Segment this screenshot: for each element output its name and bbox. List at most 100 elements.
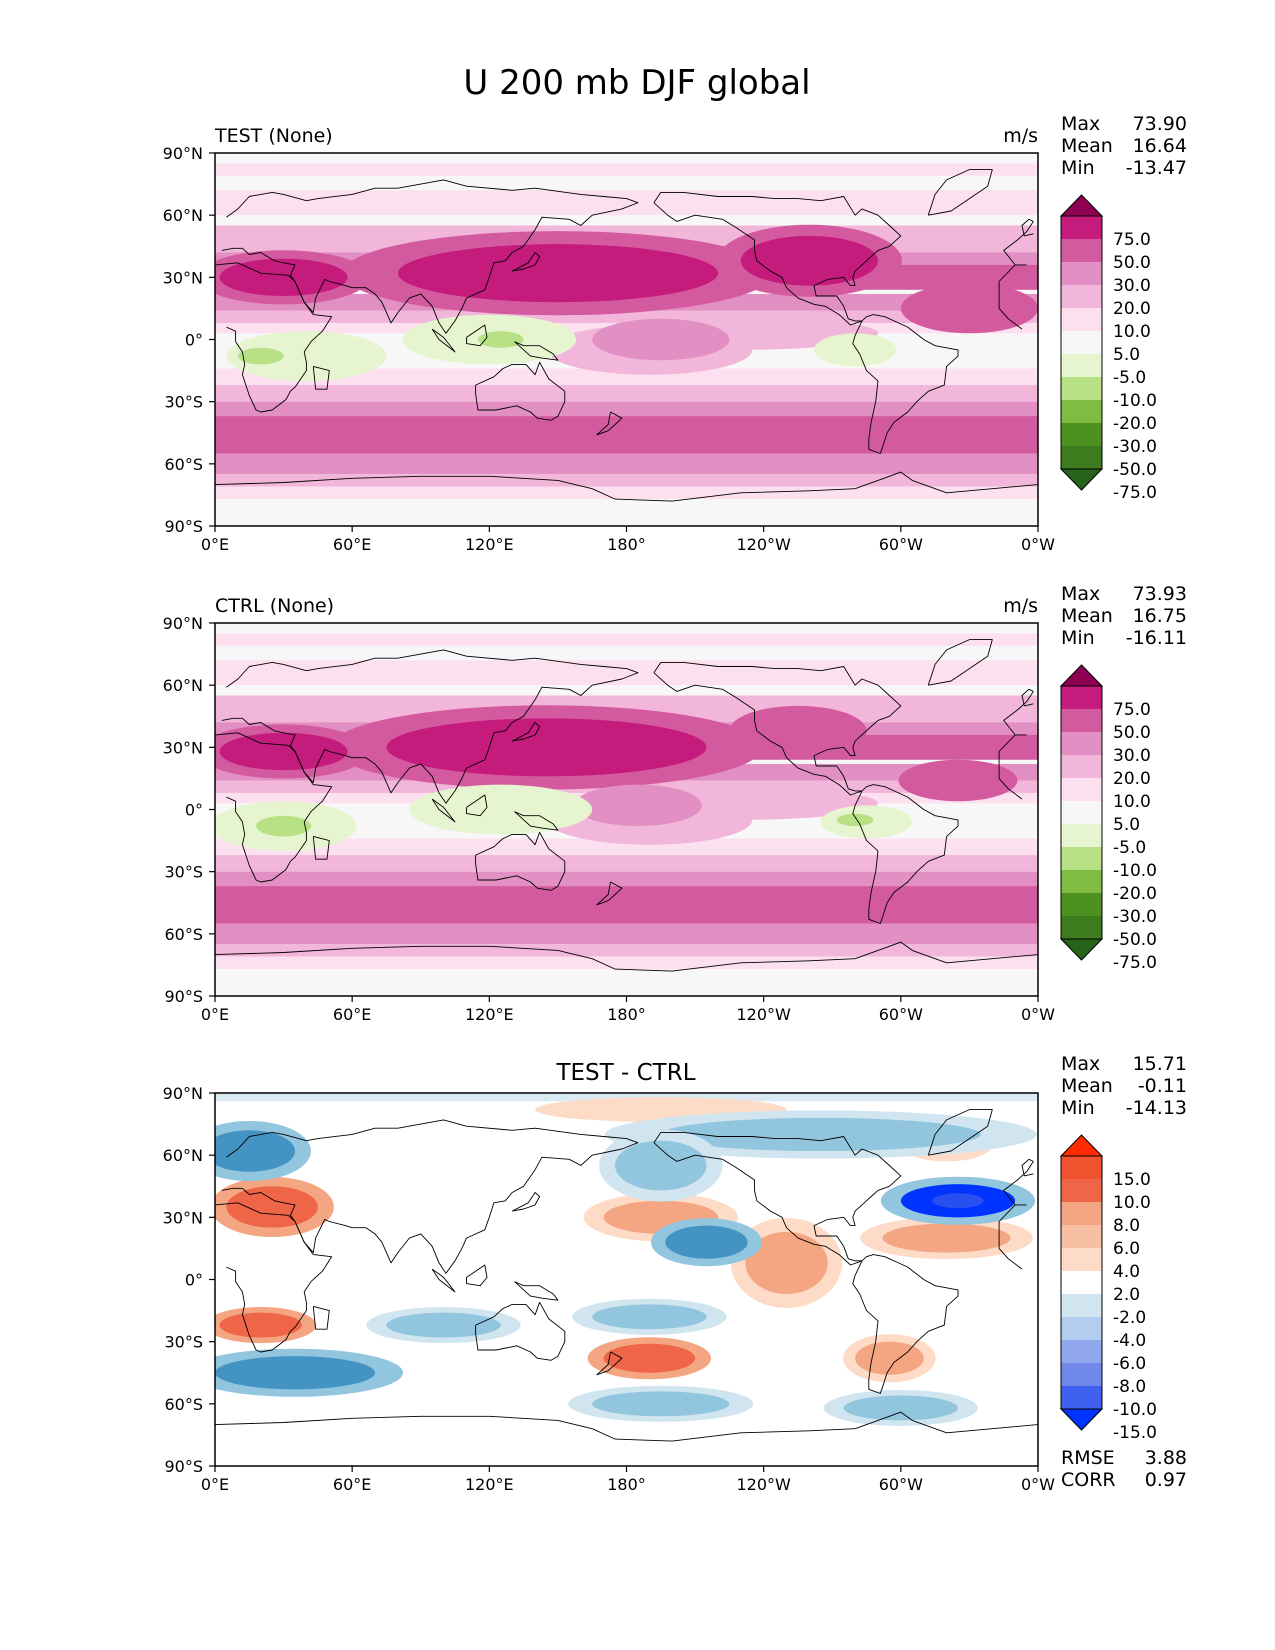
diff-panel: TEST - CTRL 0°E 60°E 120°E 180° 120°W 60°W 0°W… <box>163 1053 1187 1494</box>
diff-colorbar: 15.0 10.0 8.0 6.0 4.0 2.0 -2.0 -4.0 -6.0 -8.0 -10.… <box>1059 1134 1157 1443</box>
colorbar-tick-label: 8.0 <box>1113 1216 1140 1236</box>
x-tick-label: 180° <box>607 1475 646 1494</box>
field-band <box>215 956 1038 970</box>
coastline <box>927 1109 993 1156</box>
colorbar-tick-label: -8.0 <box>1113 1377 1146 1397</box>
y-tick-label: 30°N <box>163 1208 203 1227</box>
y-tick-label: 60°N <box>163 206 203 225</box>
coastline <box>215 471 1038 502</box>
colorbar-tick-label: 6.0 <box>1113 1239 1140 1259</box>
coastline <box>215 1411 1038 1442</box>
test-panel-title: TEST (None) <box>214 125 333 147</box>
field-contour <box>592 318 730 361</box>
colorbar-segment <box>1061 354 1102 378</box>
field-band <box>215 838 1038 856</box>
coastline <box>215 732 1023 883</box>
colorbar-frame <box>1060 1155 1103 1410</box>
ctrl-panel-title: CTRL (None) <box>215 595 334 617</box>
stat-value: 16.64 <box>1133 135 1187 157</box>
x-tick-label: 0°E <box>201 1005 229 1024</box>
stat-value: -0.11 <box>1138 1075 1187 1097</box>
colorbar-tick-label: 2.0 <box>1113 1285 1140 1305</box>
colorbar-segment <box>1061 1202 1102 1226</box>
coastline <box>927 169 993 216</box>
coastline <box>1021 1158 1034 1177</box>
coastline <box>312 1305 330 1330</box>
colorbar-tick-label: 75.0 <box>1113 230 1151 250</box>
colorbar-segment <box>1061 732 1102 756</box>
coastline <box>215 1202 1023 1353</box>
field-band <box>215 633 1038 646</box>
colorbar-segment <box>1061 686 1102 710</box>
x-tick-label: 60°W <box>879 1005 923 1024</box>
colorbar-extend-top <box>1059 1134 1104 1157</box>
coastline <box>596 411 623 436</box>
field-contour <box>615 1140 707 1191</box>
y-tick-label: 60°N <box>163 676 203 695</box>
x-tick-label: 120°W <box>736 1475 791 1494</box>
colorbar-extend-top <box>1059 664 1104 687</box>
test-map <box>215 153 1038 526</box>
coastline <box>215 262 1023 413</box>
test-units: m/s <box>1003 125 1038 147</box>
coastline <box>927 639 993 686</box>
field-contour <box>729 705 867 756</box>
colorbar-segment <box>1061 1317 1102 1341</box>
field-contour <box>256 815 312 837</box>
colorbar-segment <box>1061 1386 1102 1410</box>
ctrl-stats: Max 73.93 Mean 16.75 Min -16.11 <box>1061 583 1187 649</box>
extra-stat-label: RMSE <box>1061 1447 1115 1469</box>
colorbar-segment <box>1061 1271 1102 1295</box>
field-band <box>215 660 1038 686</box>
field-contour <box>386 1312 501 1338</box>
field-contour <box>898 759 1018 802</box>
coastline <box>475 361 566 421</box>
y-tick-label: 30°N <box>163 268 203 287</box>
colorbar-tick-label: 30.0 <box>1113 276 1151 296</box>
diff-stats: Max 15.71 Mean -0.11 Min -14.13 <box>1061 1053 1187 1119</box>
colorbar-segment <box>1061 870 1102 894</box>
y-tick-label: 90°S <box>164 1457 203 1476</box>
colorbar-segment <box>1061 1248 1102 1272</box>
y-tick-label: 0° <box>185 1271 203 1290</box>
extra-stat-label: CORR <box>1061 1469 1116 1491</box>
field-contour <box>592 1391 730 1417</box>
field-contour <box>740 235 878 286</box>
field-contour <box>855 1341 924 1375</box>
stat-label: Max <box>1061 1053 1100 1075</box>
coastline <box>1021 688 1034 707</box>
x-tick-label: 0°W <box>1021 1475 1055 1494</box>
colorbar-segment <box>1061 446 1102 470</box>
coastline <box>431 798 456 823</box>
colorbar-tick-label: -5.0 <box>1113 368 1146 388</box>
coastline <box>312 365 330 390</box>
field-contour <box>251 1197 293 1217</box>
field-band <box>215 163 1038 176</box>
test-axis-ticks: 0°E 60°E 120°E 180° 120°W 60°W 0°W 90°N 60°N 30°N… <box>163 144 1056 554</box>
field-contour <box>226 331 387 381</box>
coastline <box>514 1281 559 1301</box>
diff-panel-title: TEST - CTRL <box>555 1060 695 1086</box>
field-contour <box>932 1193 984 1209</box>
colorbar-segment <box>1061 377 1102 401</box>
ctrl-axis-ticks: 0°E 60°E 120°E 180° 120°W 60°W 0°W 90°N 60°N 30°N… <box>163 614 1056 1024</box>
field-contour <box>409 784 593 835</box>
field-contour <box>665 1225 748 1259</box>
coastline <box>514 341 559 361</box>
stat-value: 73.93 <box>1133 583 1187 605</box>
colorbar-segment <box>1061 801 1102 825</box>
x-tick-label: 60°W <box>879 535 923 554</box>
y-tick-label: 90°S <box>164 517 203 536</box>
colorbar-segment <box>1061 709 1102 733</box>
coastline <box>511 722 541 742</box>
field-contour <box>882 1223 1011 1253</box>
coastline <box>596 881 623 906</box>
field-contour <box>843 1395 958 1421</box>
colorbar-segment <box>1061 285 1102 309</box>
colorbar-segment <box>1061 1225 1102 1249</box>
colorbar-tick-label: -20.0 <box>1113 414 1157 434</box>
colorbar-segment <box>1061 423 1102 447</box>
field-contour <box>745 1231 828 1295</box>
colorbar-tick-label: -10.0 <box>1113 391 1157 411</box>
field-contour <box>477 331 524 348</box>
